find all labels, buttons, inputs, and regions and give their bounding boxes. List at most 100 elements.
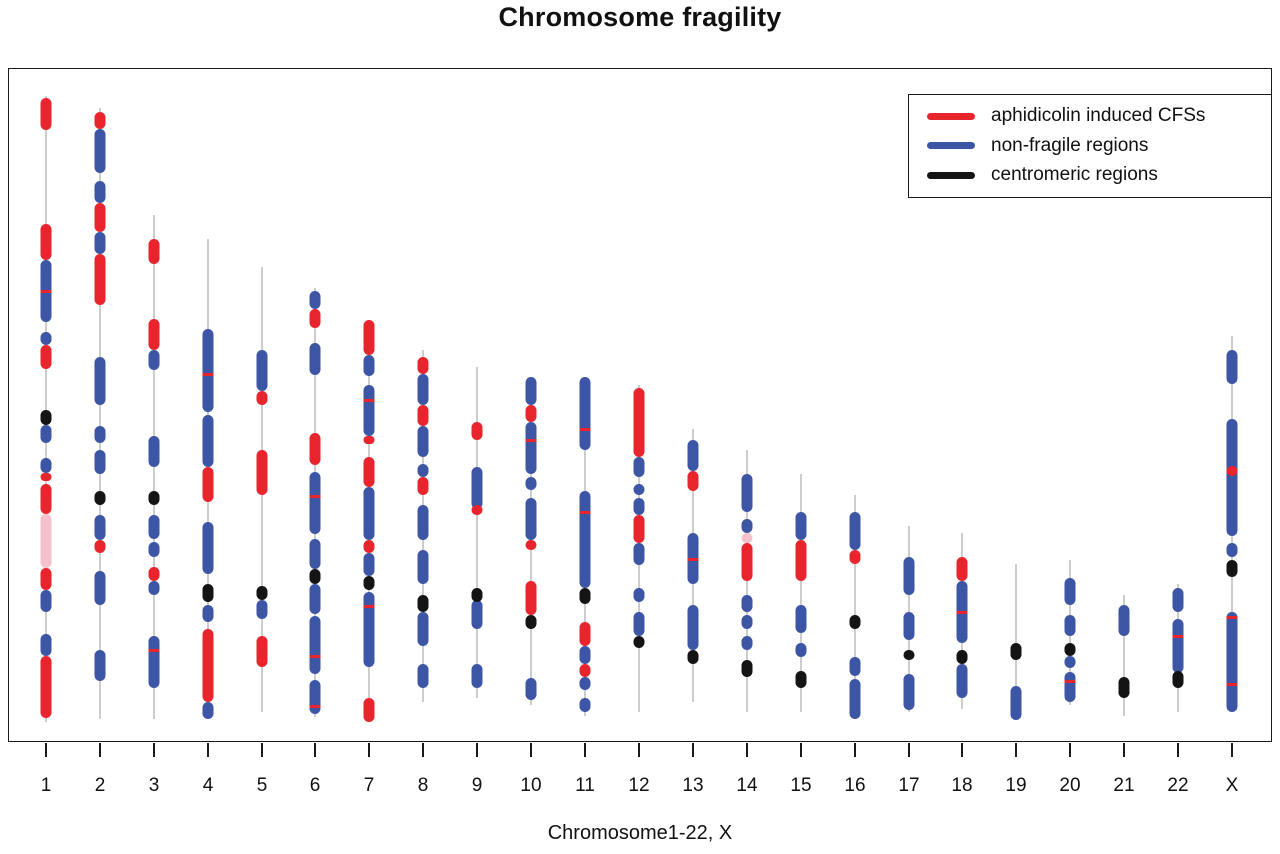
segment-red <box>202 629 214 702</box>
x-tick-label-4: 4 <box>202 775 214 796</box>
x-tick-label-10: 10 <box>520 775 542 796</box>
segment-blue <box>417 464 429 477</box>
segment-blue <box>471 600 483 629</box>
legend: aphidicolin induced CFSs non-fragile reg… <box>908 94 1272 198</box>
x-tick-label-16: 16 <box>844 775 866 796</box>
segment-blue <box>363 592 375 667</box>
x-tick-label-1: 1 <box>40 775 52 796</box>
segment-black <box>40 410 52 425</box>
x-tick-label-6: 6 <box>309 775 321 796</box>
segment-black <box>417 595 429 612</box>
segment-blue <box>741 595 753 612</box>
segment-red <box>256 391 268 405</box>
segment-blue <box>849 512 861 550</box>
segment-red <box>40 656 52 718</box>
legend-item-nonfragile: non-fragile regions <box>927 135 1271 158</box>
segment-red <box>363 320 375 355</box>
segment-red <box>148 567 160 581</box>
x-tick-label-7: 7 <box>363 775 375 796</box>
segment-red <box>1172 635 1184 638</box>
segment-red <box>148 319 160 350</box>
segment-black <box>1064 643 1076 656</box>
segment-blue <box>741 615 753 629</box>
segment-black <box>94 491 106 505</box>
segment-blue <box>633 498 645 515</box>
segment-blue <box>795 512 807 540</box>
segment-blue <box>94 571 106 605</box>
segment-blue <box>525 498 537 540</box>
segment-red <box>417 477 429 495</box>
segment-blue <box>363 385 375 436</box>
segment-red <box>94 112 106 129</box>
x-tick-label-19: 19 <box>1005 775 1027 796</box>
segment-black <box>525 615 537 629</box>
legend-label: aphidicolin induced CFSs <box>991 104 1206 126</box>
segment-red <box>417 405 429 426</box>
segment-blue <box>903 674 915 710</box>
segment-blue <box>687 605 699 650</box>
segment-blue <box>633 457 645 477</box>
x-tick-label-22: 22 <box>1167 775 1189 796</box>
segment-blue <box>903 557 915 595</box>
segment-red <box>795 540 807 581</box>
segment-red <box>94 540 106 553</box>
segment-pink <box>741 533 753 543</box>
segment-blue <box>956 664 968 698</box>
page-title: Chromosome fragility <box>498 2 782 32</box>
segment-blue <box>256 600 268 619</box>
segment-red <box>40 98 52 130</box>
segment-red <box>956 611 968 614</box>
blue-line-swatch <box>927 142 975 150</box>
segment-blue <box>471 664 483 688</box>
x-tick-label-X: X <box>1225 775 1239 796</box>
segment-blue <box>849 679 861 719</box>
segment-red <box>1226 466 1238 476</box>
segment-blue <box>94 450 106 474</box>
segment-blue <box>202 522 214 574</box>
legend-item-centromeric: centromeric regions <box>927 164 1271 187</box>
segment-blue <box>417 426 429 457</box>
segment-red <box>525 540 537 550</box>
segment-blue <box>40 332 52 345</box>
segment-blue <box>903 612 915 640</box>
segment-blue <box>94 129 106 173</box>
segment-blue <box>256 350 268 391</box>
segment-red <box>1064 680 1076 683</box>
segment-blue <box>202 329 214 412</box>
segment-red <box>363 540 375 553</box>
segment-red <box>579 428 591 431</box>
segment-red <box>309 433 321 465</box>
x-tick-label-14: 14 <box>736 775 758 796</box>
segment-red <box>40 224 52 260</box>
segment-blue <box>633 588 645 602</box>
segment-blue <box>849 657 861 676</box>
x-tick-label-17: 17 <box>898 775 920 796</box>
segment-red <box>363 605 375 608</box>
segment-red <box>94 203 106 232</box>
segment-blue <box>309 616 321 674</box>
segment-red <box>202 467 214 502</box>
segment-red <box>40 345 52 369</box>
segment-red <box>363 698 375 722</box>
x-tick-label-2: 2 <box>94 775 106 796</box>
segment-blue <box>148 636 160 688</box>
segment-black <box>849 615 861 629</box>
segment-black <box>956 650 968 664</box>
segment-black <box>202 584 214 602</box>
segment-blue <box>417 612 429 646</box>
segment-blue <box>741 636 753 650</box>
segment-blue <box>1064 615 1076 636</box>
segment-blue <box>94 232 106 254</box>
segment-blue <box>40 458 52 473</box>
x-tick-label-3: 3 <box>148 775 160 796</box>
segment-blue <box>633 543 645 565</box>
segment-blue <box>633 484 645 495</box>
segment-red <box>202 373 214 376</box>
segment-red <box>525 405 537 422</box>
segment-blue <box>202 702 214 719</box>
segment-blue <box>148 542 160 557</box>
segment-blue <box>309 584 321 614</box>
segment-blue <box>94 181 106 203</box>
segment-blue <box>94 515 106 540</box>
segment-blue <box>1172 588 1184 612</box>
